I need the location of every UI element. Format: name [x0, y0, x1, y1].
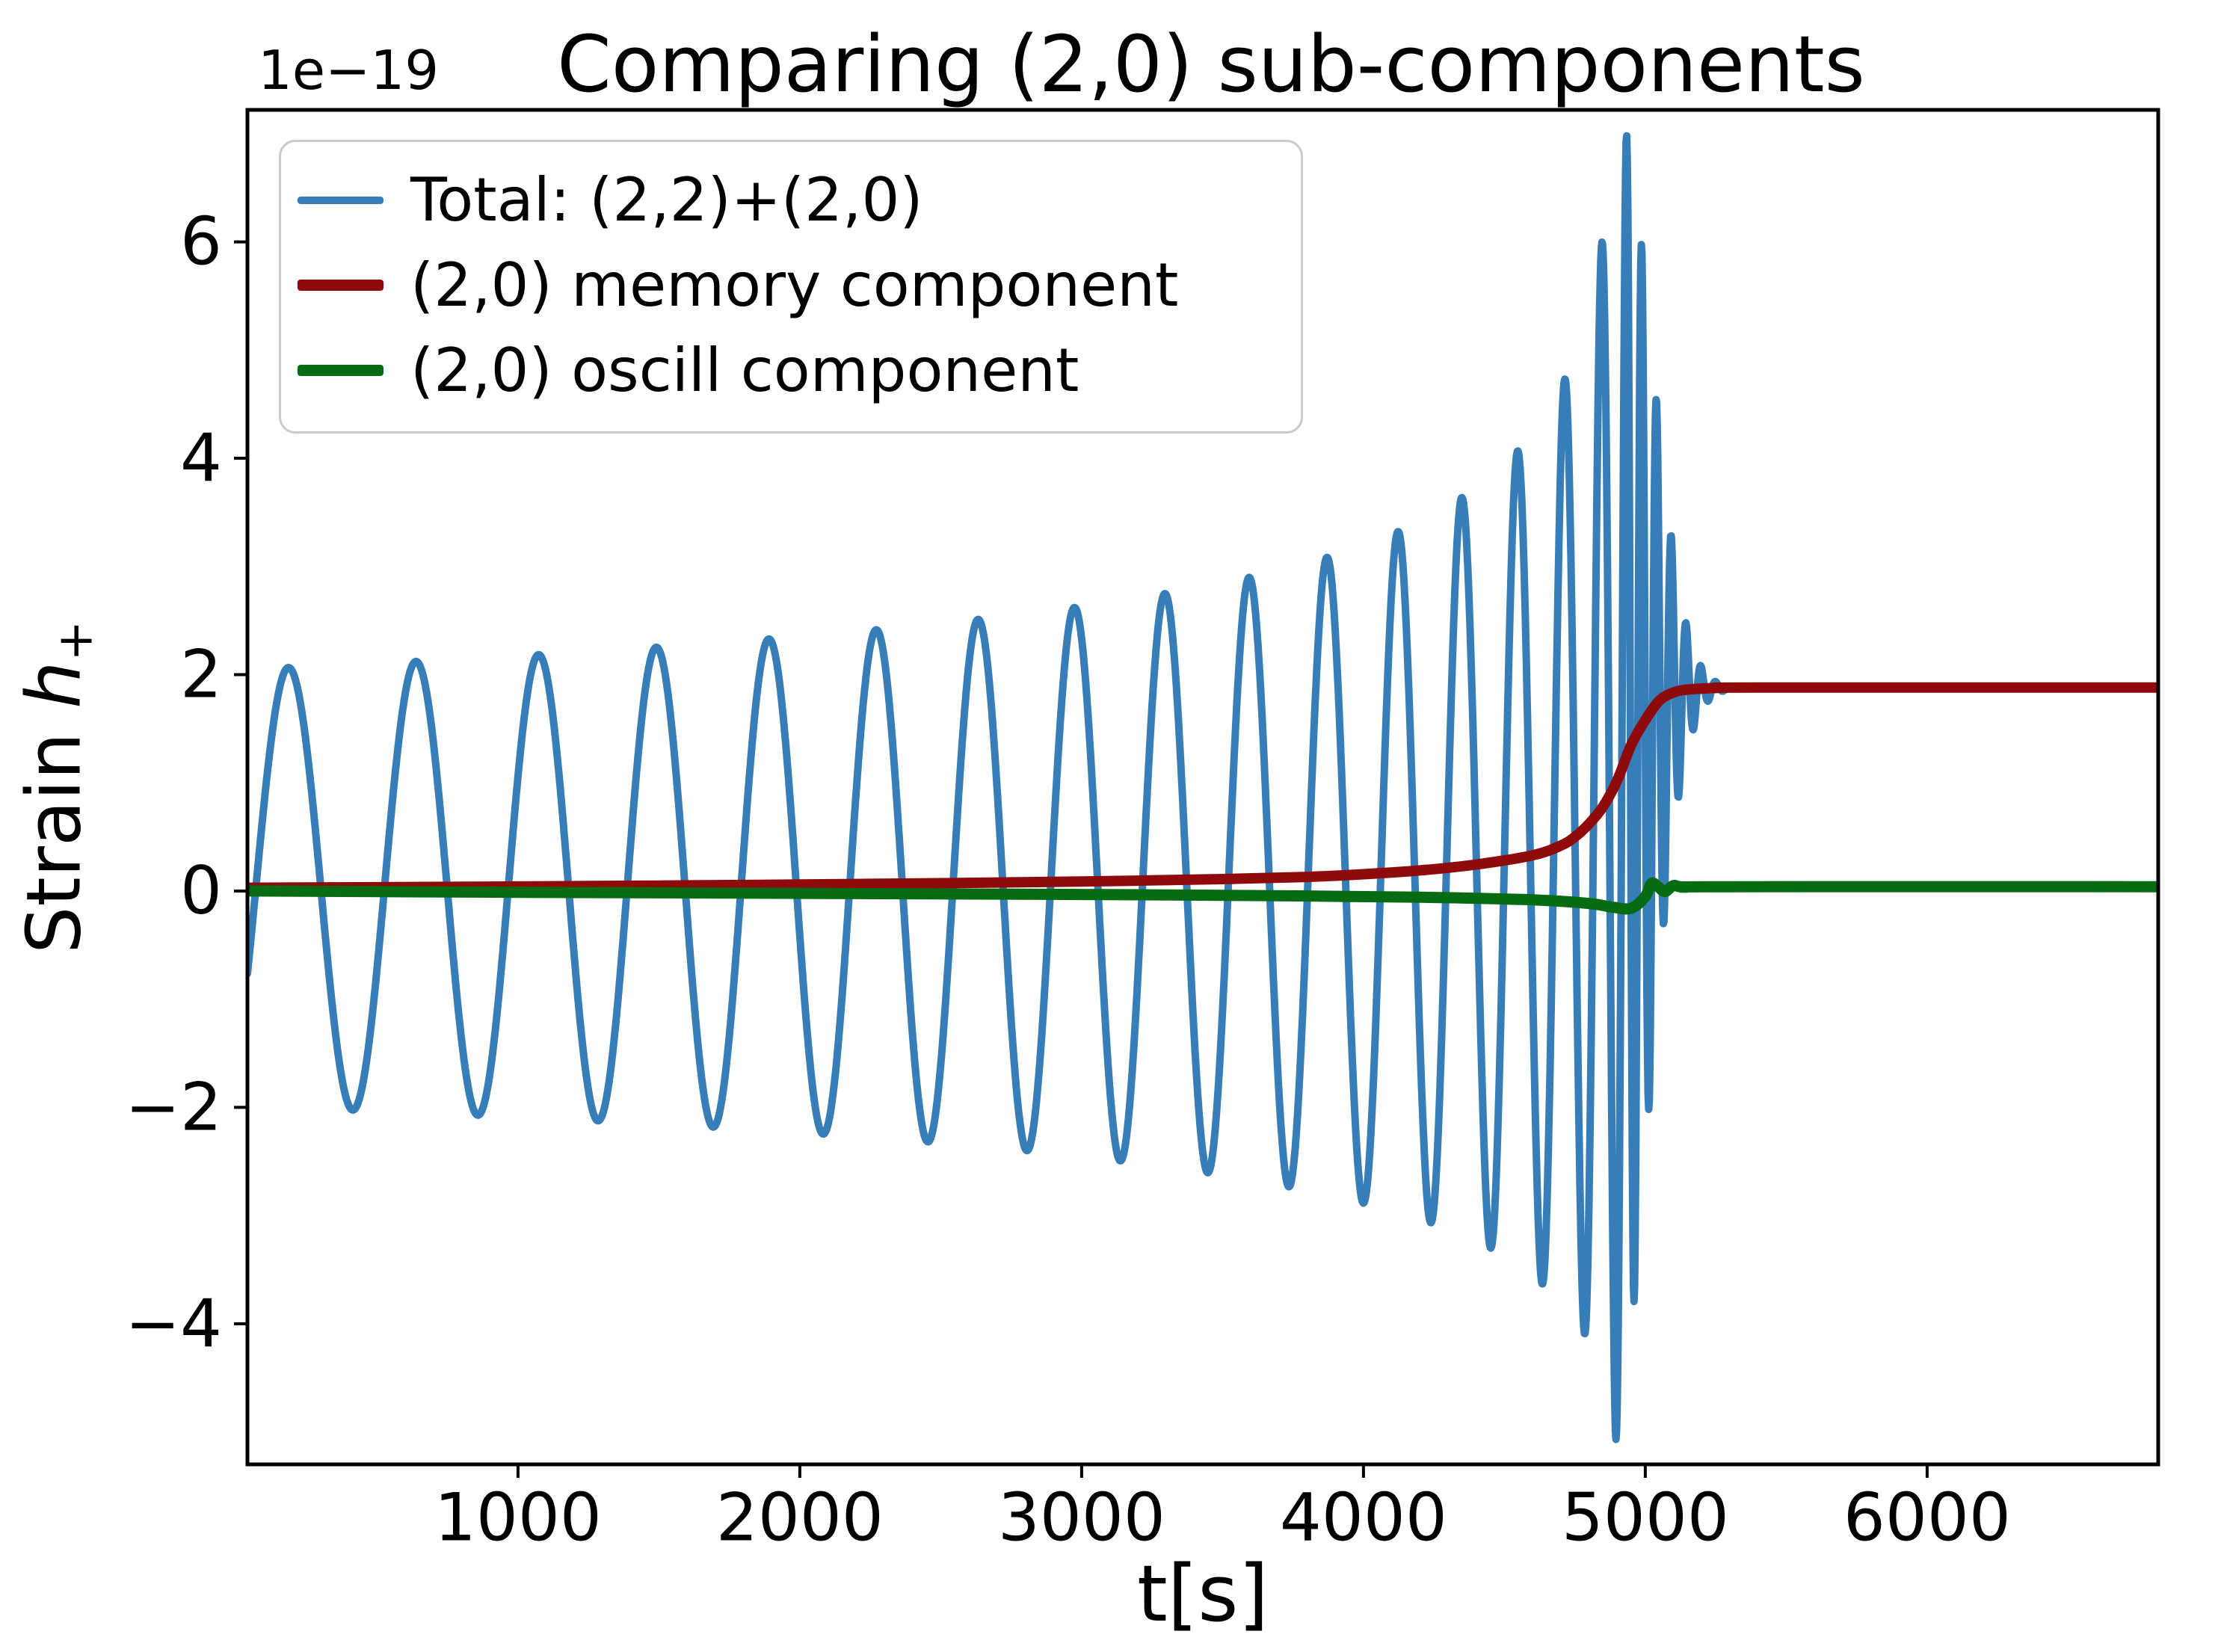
y-axis-label: Strain h+ — [10, 620, 103, 954]
x-axis-label: t[s] — [1136, 1548, 1269, 1639]
x-tick-label: 2000 — [716, 1479, 884, 1556]
legend-line-memory — [298, 280, 383, 291]
line-memory — [247, 682, 2158, 893]
chart-title: Comparing (2,0) sub-components — [557, 19, 1865, 110]
x-tick-label: 3000 — [998, 1479, 1165, 1556]
y-axis-offset-text: 1e−19 — [258, 39, 440, 102]
x-tick-label: 1000 — [434, 1479, 602, 1556]
legend: Total: (2,2)+(2,0) (2,0) memory componen… — [279, 140, 1303, 434]
legend-label-total: Total: (2,2)+(2,0) — [410, 165, 923, 235]
x-tick-label: 4000 — [1280, 1479, 1447, 1556]
legend-entry-total: Total: (2,2)+(2,0) — [298, 165, 1301, 235]
legend-label-oscill: (2,0) oscill component — [410, 336, 1079, 405]
data-lines — [247, 132, 2158, 1443]
line-oscill — [247, 877, 2158, 915]
y-tick-label: 6 — [180, 203, 222, 280]
y-tick-label: −4 — [125, 1285, 222, 1362]
y-axis-label-symbol: h — [10, 661, 98, 709]
x-tick-label: 6000 — [1843, 1479, 2011, 1556]
legend-line-oscill — [298, 365, 383, 376]
axis-tick-labels: 1000 2000 3000 4000 5000 6000 6 4 2 0 −2 −4 — [125, 203, 2011, 1556]
legend-entry-memory: (2,0) memory component — [298, 250, 1301, 320]
y-tick-label: 4 — [180, 419, 222, 496]
y-tick-label: −2 — [125, 1068, 222, 1145]
y-axis-label-subscript: + — [47, 620, 104, 662]
y-tick-label: 2 — [180, 635, 222, 712]
legend-label-memory: (2,0) memory component — [410, 250, 1179, 320]
x-tick-label: 5000 — [1562, 1479, 1729, 1556]
y-tick-label: 0 — [180, 852, 222, 929]
axes-spines — [245, 108, 2160, 1467]
y-axis-label-prefix: Strain — [10, 708, 98, 954]
axis-ticks — [234, 240, 1929, 1478]
legend-line-total — [298, 196, 383, 204]
legend-entry-oscill: (2,0) oscill component — [298, 336, 1301, 405]
